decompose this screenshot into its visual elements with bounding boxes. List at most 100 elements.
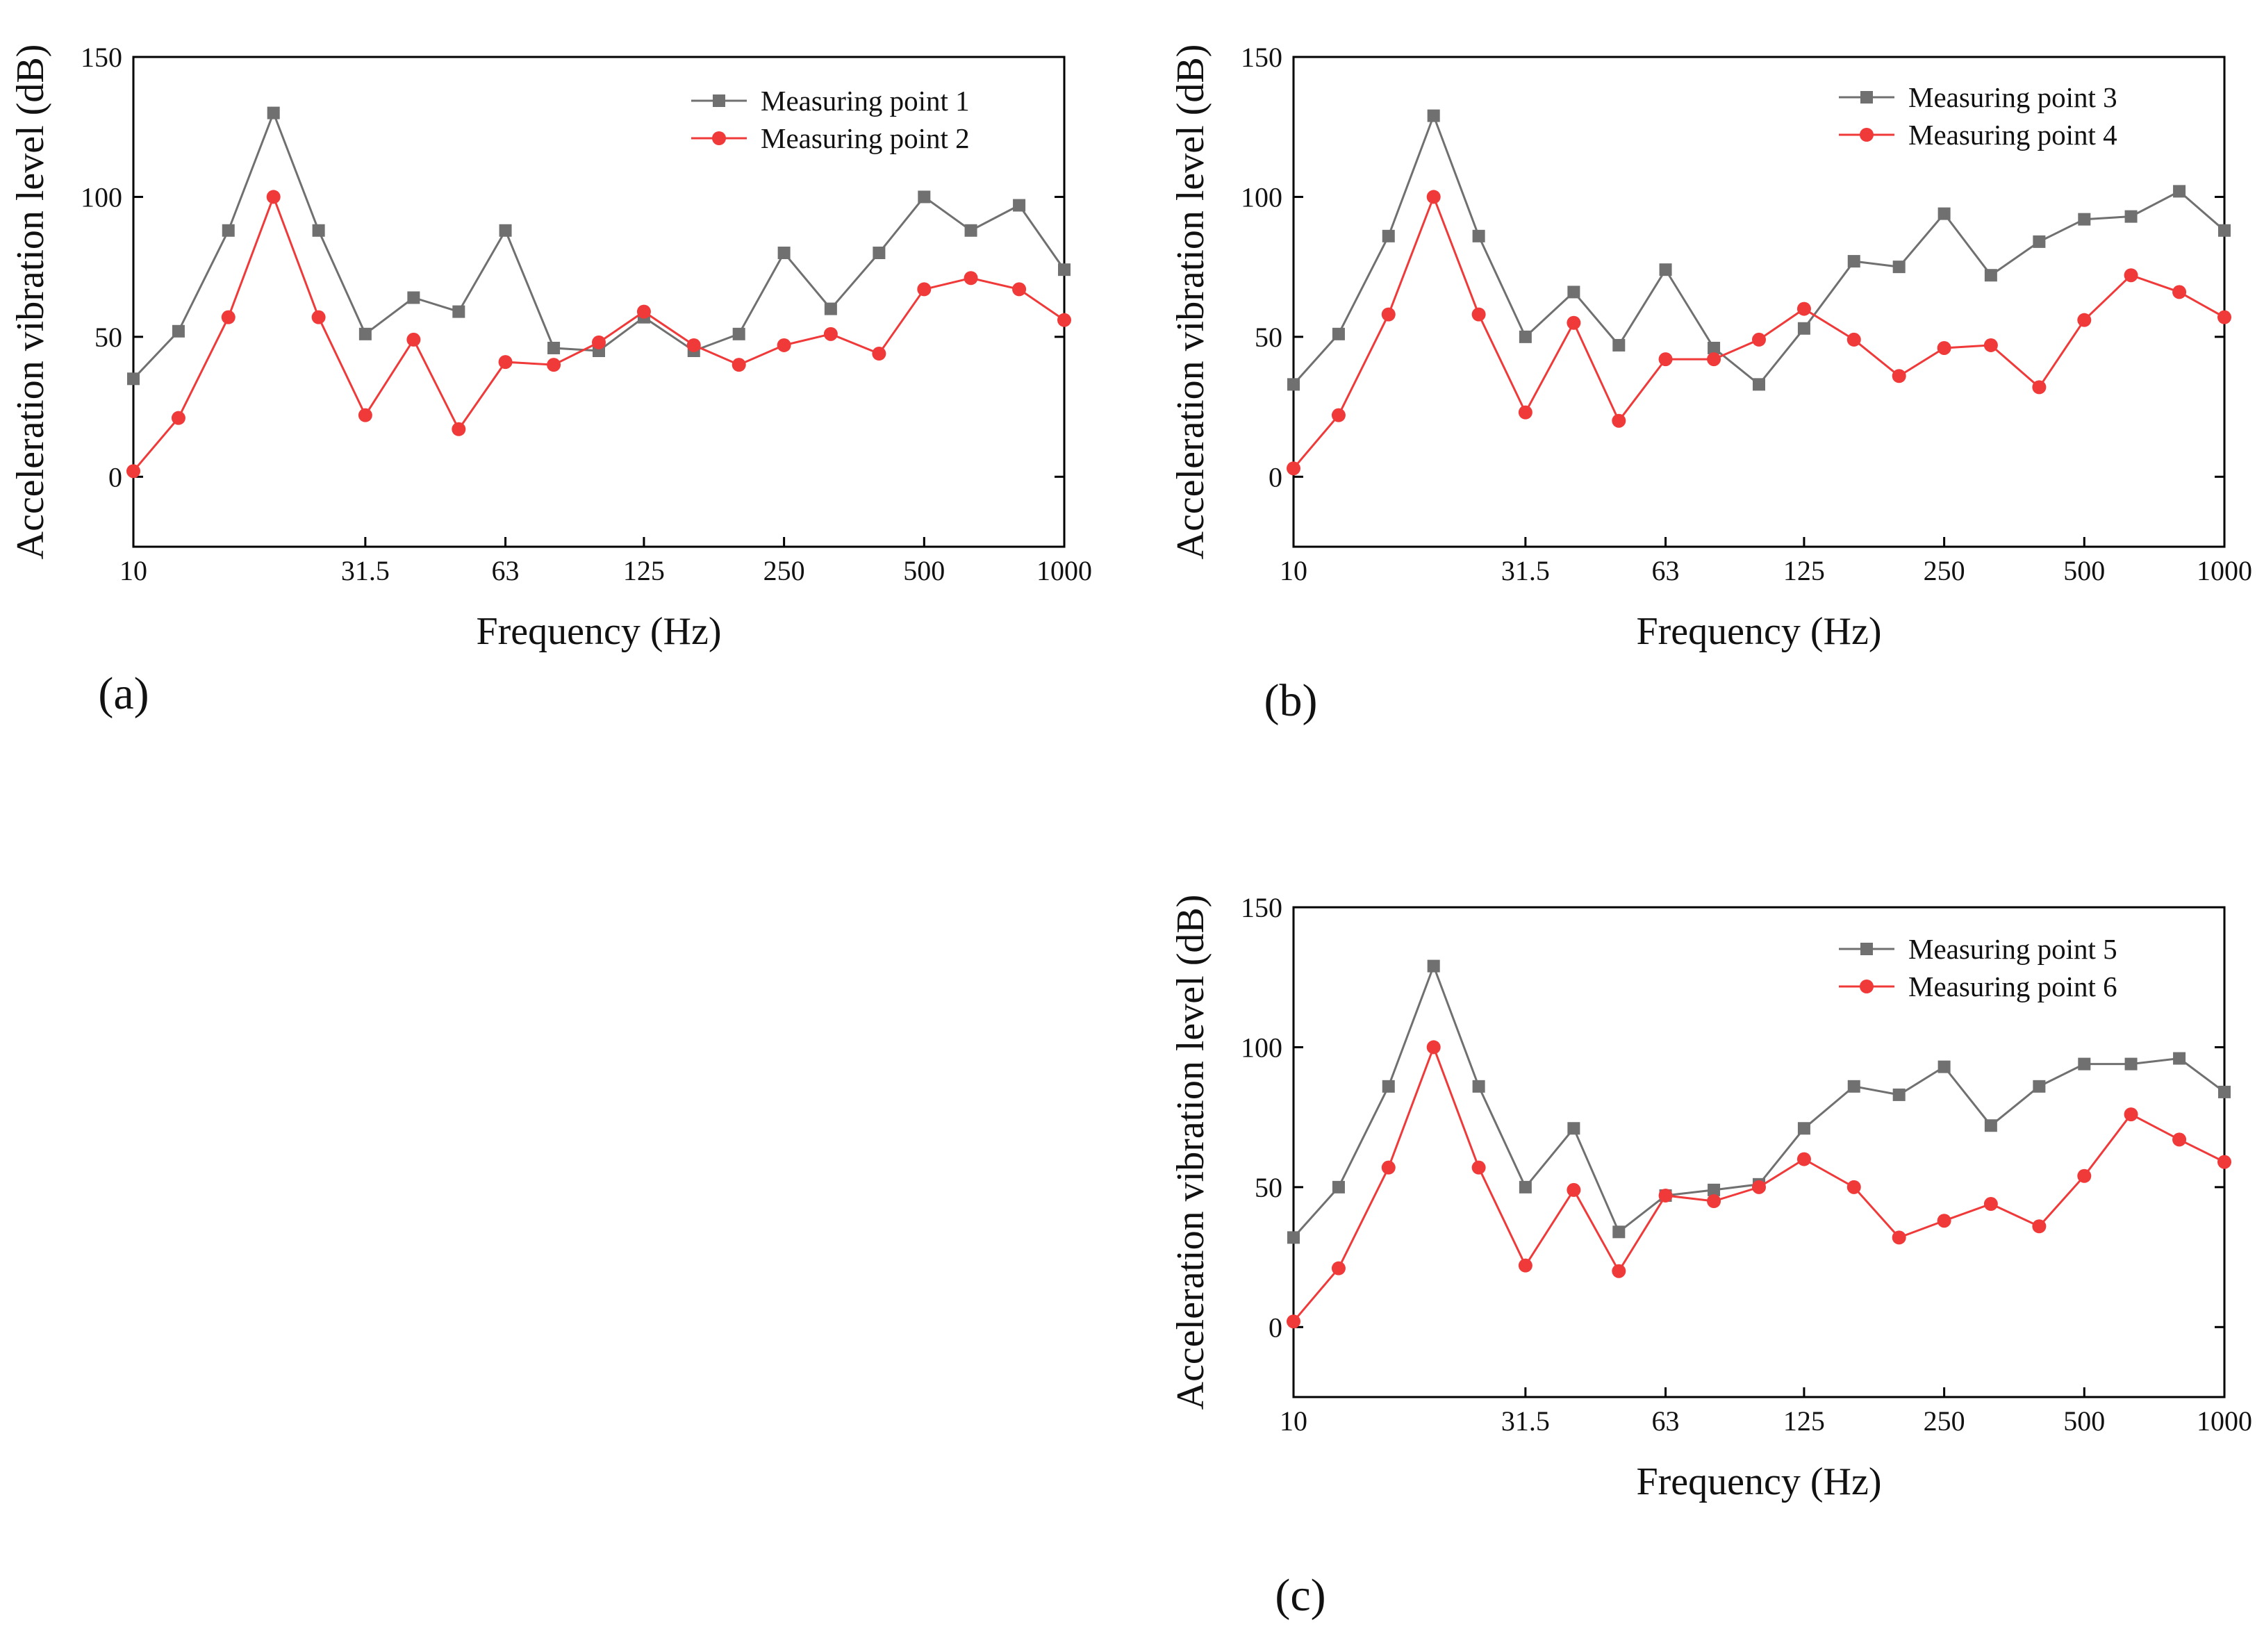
x-tick-label: 31.5: [1501, 1405, 1550, 1437]
data-point-square: [2078, 1057, 2091, 1071]
data-point-circle: [1752, 332, 1766, 347]
y-tick-label: 50: [1255, 1172, 1282, 1203]
panel-label: (a): [98, 668, 149, 719]
legend-entry-1: Measuring point 5: [1839, 933, 2117, 965]
x-tick-label: 10: [119, 555, 147, 586]
data-point-square: [732, 327, 745, 340]
data-point-circle: [1287, 461, 1300, 476]
x-tick-label: 125: [1783, 1405, 1825, 1437]
data-point-square: [267, 106, 280, 119]
x-tick-label: 10: [1280, 1405, 1307, 1437]
data-point-square: [2173, 1052, 2186, 1065]
data-point-circle: [1331, 408, 1346, 422]
x-tick-label: 31.5: [1501, 555, 1550, 586]
x-tick-label: 10: [1280, 555, 1307, 586]
data-point-circle: [1752, 1180, 1766, 1194]
panel-label: (b): [1264, 675, 1318, 726]
data-point-circle: [1846, 332, 1861, 347]
legend-label: Measuring point 2: [761, 122, 970, 154]
series-line: [1292, 194, 2225, 470]
y-tick-label: 50: [94, 322, 122, 353]
data-point-circle: [1381, 307, 1396, 322]
data-point-square: [407, 291, 420, 304]
data-point-square: [1427, 109, 1440, 122]
x-tick-label: 1000: [2197, 1405, 2252, 1437]
y-tick-label: 100: [1241, 1032, 1282, 1063]
y-tick-label: 150: [1241, 892, 1282, 923]
data-point-circle: [2124, 268, 2138, 283]
data-point-circle: [2124, 1107, 2138, 1122]
data-point-square: [1753, 378, 1765, 391]
x-tick-label: 250: [763, 555, 805, 586]
legend-marker-square: [1860, 943, 1873, 955]
data-point-square: [2033, 235, 2046, 248]
data-point-circle: [1707, 1194, 1721, 1208]
chart-panel-3: 0 50 100 150 10 31.5 63 125 250 500 1000 Frequency …: [1169, 892, 2252, 1621]
panel-label: (c): [1275, 1570, 1325, 1621]
series-2: [1287, 190, 2231, 476]
data-point-circle: [1612, 413, 1626, 428]
data-point-square: [1427, 959, 1440, 973]
series-line: [1292, 963, 2225, 1239]
y-tick-label: 0: [108, 461, 122, 493]
data-point-square: [1332, 1180, 1345, 1193]
legend-marker-circle: [1860, 980, 1874, 993]
data-point-square: [2173, 185, 2186, 198]
data-point-square: [2218, 1085, 2231, 1098]
data-point-circle: [1381, 1160, 1396, 1175]
data-point-square: [1519, 1180, 1532, 1193]
legend-label: Measuring point 3: [1908, 81, 2117, 113]
data-point-circle: [311, 310, 326, 324]
data-point-square: [1797, 1122, 1810, 1135]
data-point-circle: [2077, 313, 2092, 327]
series-2: [126, 190, 1071, 479]
data-point-square: [2033, 1080, 2046, 1093]
x-tick-label: 31.5: [341, 555, 390, 586]
data-point-square: [1984, 269, 1997, 282]
data-point-circle: [2032, 1219, 2047, 1234]
data-point-circle: [1846, 1180, 1861, 1194]
data-point-square: [1382, 229, 1395, 242]
legend-label: Measuring point 6: [1908, 970, 2117, 1002]
series-line: [132, 194, 1065, 472]
data-point-circle: [452, 422, 466, 436]
x-tick-label: 500: [903, 555, 945, 586]
data-point-square: [1013, 199, 1026, 212]
data-point-circle: [964, 271, 978, 286]
data-point-square: [777, 247, 791, 259]
plot-frame: [1292, 56, 2226, 548]
data-point-circle: [2077, 1168, 2092, 1183]
x-tick-label: 500: [2063, 1405, 2105, 1437]
legend-marker-circle: [712, 131, 726, 145]
series-2: [1287, 1040, 2231, 1329]
data-point-circle: [266, 190, 281, 204]
data-point-square: [1892, 1088, 1906, 1101]
data-point-square: [1708, 341, 1721, 354]
data-point-circle: [1937, 1214, 1951, 1228]
legend-label: Measuring point 1: [761, 85, 970, 117]
data-point-circle: [1707, 352, 1721, 367]
data-point-square: [1612, 338, 1626, 352]
x-tick-label: 250: [1924, 1405, 1965, 1437]
data-point-circle: [547, 358, 561, 372]
data-point-circle: [2172, 1132, 2187, 1147]
data-point-square: [2124, 210, 2138, 223]
data-point-square: [918, 190, 931, 204]
y-axis-label: Acceleration vibration level (dB): [1169, 895, 1212, 1410]
data-point-square: [172, 324, 185, 338]
data-point-circle: [777, 338, 791, 352]
legend-entry-2: Measuring point 6: [1839, 970, 2117, 1002]
data-point-circle: [498, 355, 513, 370]
data-point-square: [1287, 378, 1300, 391]
data-point-square: [1847, 255, 1860, 268]
data-point-circle: [358, 408, 372, 422]
data-point-square: [2078, 213, 2091, 226]
data-point-circle: [2172, 285, 2187, 299]
data-point-circle: [1471, 1160, 1486, 1175]
data-point-circle: [872, 347, 886, 361]
y-tick-label: 100: [1241, 181, 1282, 213]
data-point-square: [358, 327, 372, 340]
data-point-square: [2218, 224, 2231, 237]
data-point-square: [1472, 229, 1485, 242]
legend-label: Measuring point 4: [1908, 119, 2117, 151]
